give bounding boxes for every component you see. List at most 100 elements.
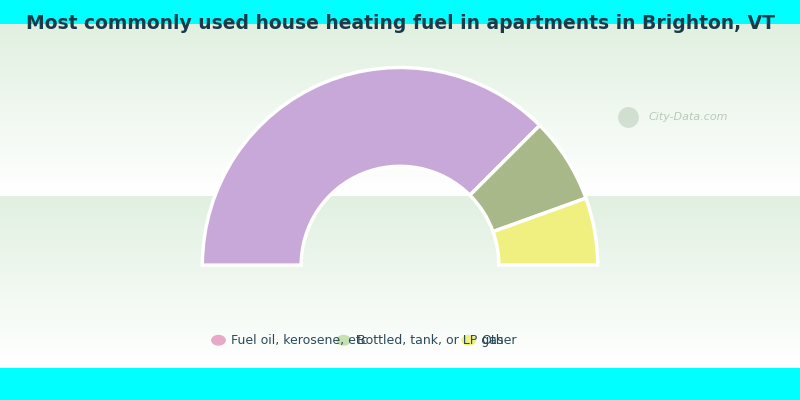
- Bar: [0, 209, 800, 211]
- Bar: [0, 67, 800, 69]
- Bar: [0, 297, 800, 299]
- Text: City-Data.com: City-Data.com: [648, 112, 728, 122]
- Bar: [0, 321, 800, 323]
- Bar: [0, 71, 800, 74]
- Bar: [0, 198, 800, 200]
- Bar: [0, 329, 800, 332]
- Bar: [0, 187, 800, 190]
- Bar: [0, 304, 800, 306]
- Bar: [0, 274, 800, 276]
- Bar: [0, 168, 800, 170]
- Bar: [0, 177, 800, 179]
- Bar: [0, 172, 800, 174]
- Bar: [0, 116, 800, 119]
- Bar: [0, 237, 800, 239]
- Bar: [0, 54, 800, 56]
- Bar: [0, 138, 800, 140]
- Bar: [0, 260, 800, 263]
- Bar: [0, 271, 800, 274]
- Bar: [0, 207, 800, 209]
- Bar: [0, 295, 800, 297]
- Text: Most commonly used house heating fuel in apartments in Brighton, VT: Most commonly used house heating fuel in…: [26, 14, 774, 33]
- Bar: [0, 95, 800, 97]
- Bar: [0, 357, 800, 359]
- Bar: [0, 37, 800, 39]
- Bar: [0, 91, 800, 93]
- Bar: [0, 230, 800, 232]
- Bar: [0, 282, 800, 284]
- Bar: [0, 263, 800, 265]
- Bar: [0, 293, 800, 295]
- Bar: [0, 342, 800, 344]
- Bar: [0, 123, 800, 125]
- Bar: [0, 93, 800, 95]
- Bar: [0, 26, 800, 28]
- Ellipse shape: [336, 335, 351, 346]
- Bar: [0, 299, 800, 301]
- Bar: [0, 284, 800, 286]
- Bar: [0, 63, 800, 65]
- Bar: [0, 119, 800, 121]
- Bar: [0, 112, 800, 114]
- Bar: [0, 108, 800, 110]
- Ellipse shape: [462, 335, 476, 346]
- Bar: [0, 290, 800, 293]
- Bar: [0, 226, 800, 228]
- Bar: [0, 58, 800, 60]
- Bar: [0, 65, 800, 67]
- Bar: [0, 267, 800, 269]
- Bar: [0, 278, 800, 280]
- Bar: [0, 269, 800, 271]
- Bar: [0, 60, 800, 63]
- Bar: [0, 88, 800, 91]
- Bar: [0, 316, 800, 318]
- Bar: [0, 28, 800, 30]
- Bar: [0, 102, 800, 104]
- Bar: [0, 310, 800, 312]
- Bar: [0, 327, 800, 329]
- Bar: [0, 134, 800, 136]
- Bar: [0, 346, 800, 349]
- Bar: [0, 142, 800, 144]
- Bar: [0, 306, 800, 308]
- Bar: [0, 50, 800, 52]
- Bar: [0, 104, 800, 106]
- Bar: [0, 84, 800, 86]
- Bar: [0, 185, 800, 187]
- Bar: [0, 232, 800, 235]
- Bar: [0, 48, 800, 50]
- Bar: [0, 160, 800, 162]
- Text: Other: Other: [482, 334, 517, 347]
- Bar: [0, 222, 800, 224]
- Bar: [0, 243, 800, 246]
- Text: Bottled, tank, or LP gas: Bottled, tank, or LP gas: [357, 334, 503, 347]
- Bar: [0, 246, 800, 248]
- Bar: [0, 136, 800, 138]
- Bar: [0, 155, 800, 157]
- Bar: [0, 314, 800, 316]
- Bar: [0, 39, 800, 41]
- Bar: [0, 301, 800, 304]
- Bar: [0, 80, 800, 82]
- Bar: [0, 166, 800, 168]
- Bar: [0, 86, 800, 88]
- Bar: [0, 43, 800, 46]
- Bar: [0, 338, 800, 340]
- Bar: [0, 280, 800, 282]
- Bar: [0, 213, 800, 215]
- Bar: [0, 121, 800, 123]
- Bar: [0, 170, 800, 172]
- Bar: [0, 344, 800, 346]
- Bar: [0, 241, 800, 243]
- Bar: [0, 129, 800, 132]
- Bar: [0, 364, 800, 366]
- Bar: [0, 224, 800, 226]
- Bar: [0, 239, 800, 241]
- Bar: [0, 149, 800, 151]
- Bar: [0, 82, 800, 84]
- Bar: [0, 258, 800, 260]
- Bar: [0, 308, 800, 310]
- Bar: [0, 162, 800, 164]
- Bar: [0, 52, 800, 54]
- Bar: [0, 106, 800, 108]
